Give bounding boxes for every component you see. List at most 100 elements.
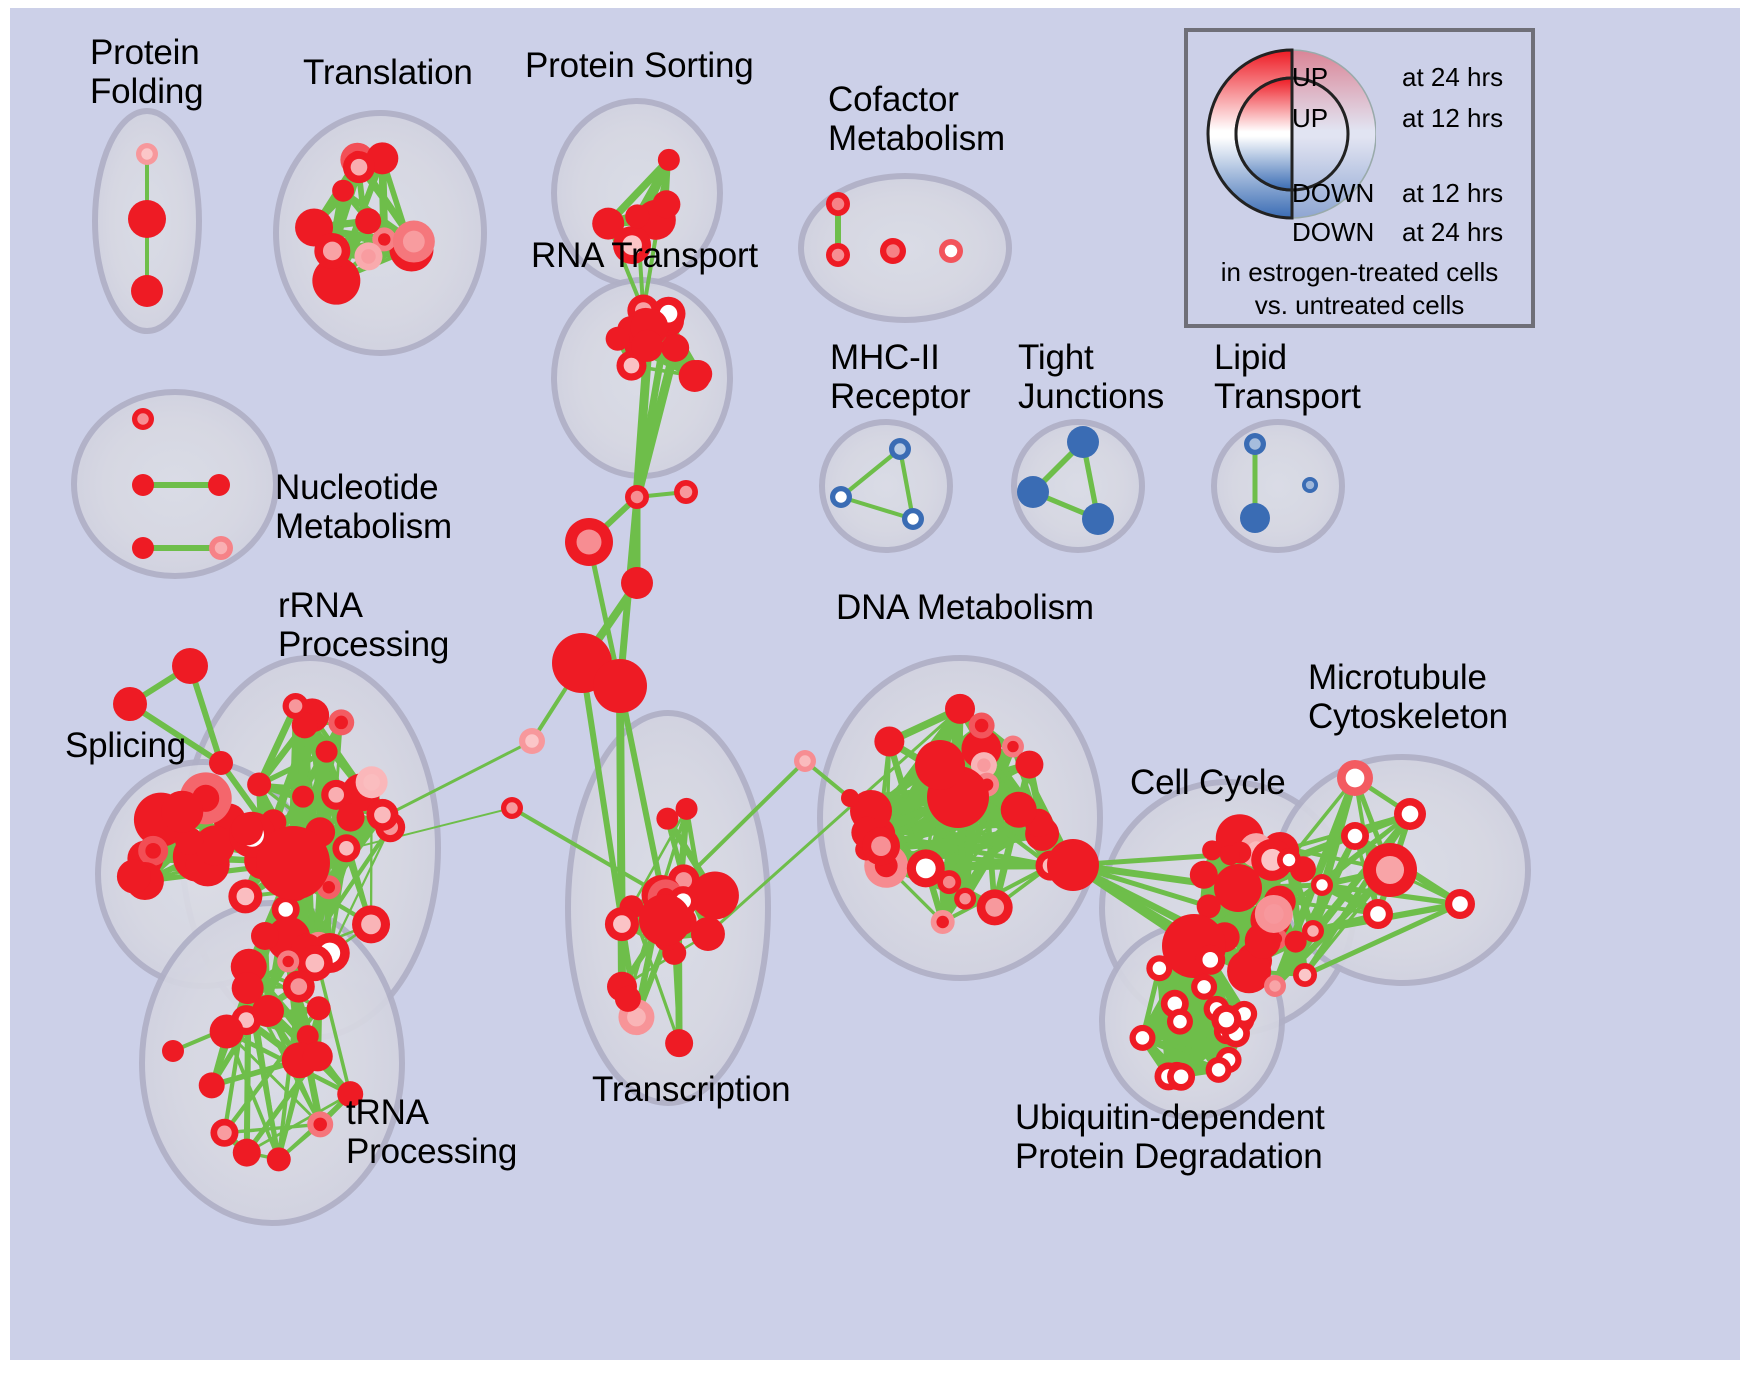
legend-dial <box>1206 48 1376 220</box>
network-node <box>830 486 852 508</box>
network-node <box>604 907 639 942</box>
network-node <box>1445 889 1475 919</box>
network-node <box>614 985 641 1012</box>
network-edge <box>1302 901 1463 978</box>
network-node <box>162 1040 184 1062</box>
network-node <box>1219 845 1240 866</box>
network-node <box>519 728 545 754</box>
network-node <box>1202 840 1223 861</box>
network-node <box>657 148 680 171</box>
network-node <box>161 790 204 833</box>
network-edge <box>222 1122 322 1135</box>
network-edge <box>255 702 300 788</box>
network-node <box>251 922 279 950</box>
network-node <box>621 567 653 599</box>
network-node <box>1082 503 1114 535</box>
network-node <box>1240 503 1270 533</box>
network-node <box>1017 476 1049 508</box>
network-node <box>266 1147 291 1172</box>
cluster-label-splicing: Splicing <box>65 726 186 765</box>
legend-dir-3: DOWN <box>1292 217 1375 247</box>
network-edge <box>510 806 664 898</box>
cluster-label-microtubule: Microtubule Cytoskeleton <box>1308 658 1508 737</box>
network-node <box>194 825 235 866</box>
network-node <box>306 996 331 1021</box>
network-node <box>1196 894 1221 919</box>
network-node <box>592 207 625 240</box>
network-node <box>355 208 382 235</box>
network-node <box>593 659 647 713</box>
network-node <box>652 190 681 219</box>
network-node <box>902 508 924 530</box>
network-edge <box>616 682 627 991</box>
network-node <box>1311 874 1333 896</box>
network-edge <box>681 759 807 883</box>
network-node <box>1244 433 1266 455</box>
network-node <box>1211 1004 1242 1035</box>
network-node <box>128 200 166 238</box>
network-node <box>862 827 901 866</box>
legend-time-0: at 24 hrs <box>1402 62 1504 92</box>
network-node <box>332 179 355 202</box>
network-node <box>639 894 691 946</box>
legend-dir-1: UP <box>1292 103 1329 133</box>
network-node <box>372 227 397 252</box>
network-node <box>209 1014 244 1049</box>
network-node <box>342 151 375 184</box>
network-node <box>826 243 850 267</box>
network-node <box>1264 975 1286 997</box>
network-node <box>1047 839 1099 891</box>
network-node <box>1191 973 1218 1000</box>
network-node <box>321 779 352 810</box>
network-node <box>232 1138 261 1167</box>
network-node <box>247 772 272 797</box>
network-node <box>1001 735 1024 758</box>
network-node <box>826 192 850 216</box>
network-node <box>794 750 816 772</box>
network-edge <box>1139 1035 1222 1073</box>
cluster-label-lipid-transport: Lipid Transport <box>1214 338 1361 417</box>
network-node <box>501 797 523 819</box>
network-node <box>1363 843 1417 897</box>
network-node <box>209 751 233 775</box>
network-node <box>1000 791 1037 828</box>
network-node <box>1251 838 1294 881</box>
network-node <box>277 950 300 973</box>
network-node <box>678 360 711 393</box>
network-node <box>674 480 698 504</box>
network-node <box>565 518 613 566</box>
network-node <box>132 474 154 496</box>
network-node <box>291 712 318 739</box>
network-node <box>337 1081 364 1108</box>
network-node <box>292 785 315 808</box>
network-node <box>1337 760 1373 796</box>
network-node <box>332 834 361 863</box>
legend-time-2: at 12 hrs <box>1402 178 1504 208</box>
network-node <box>939 239 963 263</box>
network-edge <box>579 660 640 1021</box>
network-node <box>1277 848 1301 872</box>
network-node <box>1067 426 1099 458</box>
network-node <box>282 970 315 1003</box>
network-node <box>355 766 388 799</box>
cluster-label-tight-junctions: Tight Junctions <box>1018 338 1165 417</box>
cluster-label-ubiquitin: Ubiquitin-dependent Protein Degradation <box>1015 1098 1325 1177</box>
network-node <box>210 1118 239 1147</box>
network-node <box>1189 860 1218 889</box>
network-node <box>113 687 147 721</box>
network-node <box>271 895 300 924</box>
network-node <box>665 1029 694 1058</box>
cluster-label-trna-processing: tRNA Processing <box>346 1093 518 1172</box>
network-node <box>231 813 264 846</box>
cluster-label-protein-folding: Protein Folding <box>90 33 204 112</box>
network-node <box>970 752 997 779</box>
legend-caption-line2: vs. untreated cells <box>1254 290 1465 320</box>
network-node <box>1166 1008 1193 1035</box>
cluster-label-dna-metabolism: DNA Metabolism <box>836 588 1094 627</box>
network-node <box>1214 864 1262 912</box>
network-node <box>132 537 154 559</box>
network-node <box>1129 1024 1156 1051</box>
network-edge <box>225 1030 322 1126</box>
network-edge <box>629 905 681 1045</box>
network-node <box>1146 955 1173 982</box>
